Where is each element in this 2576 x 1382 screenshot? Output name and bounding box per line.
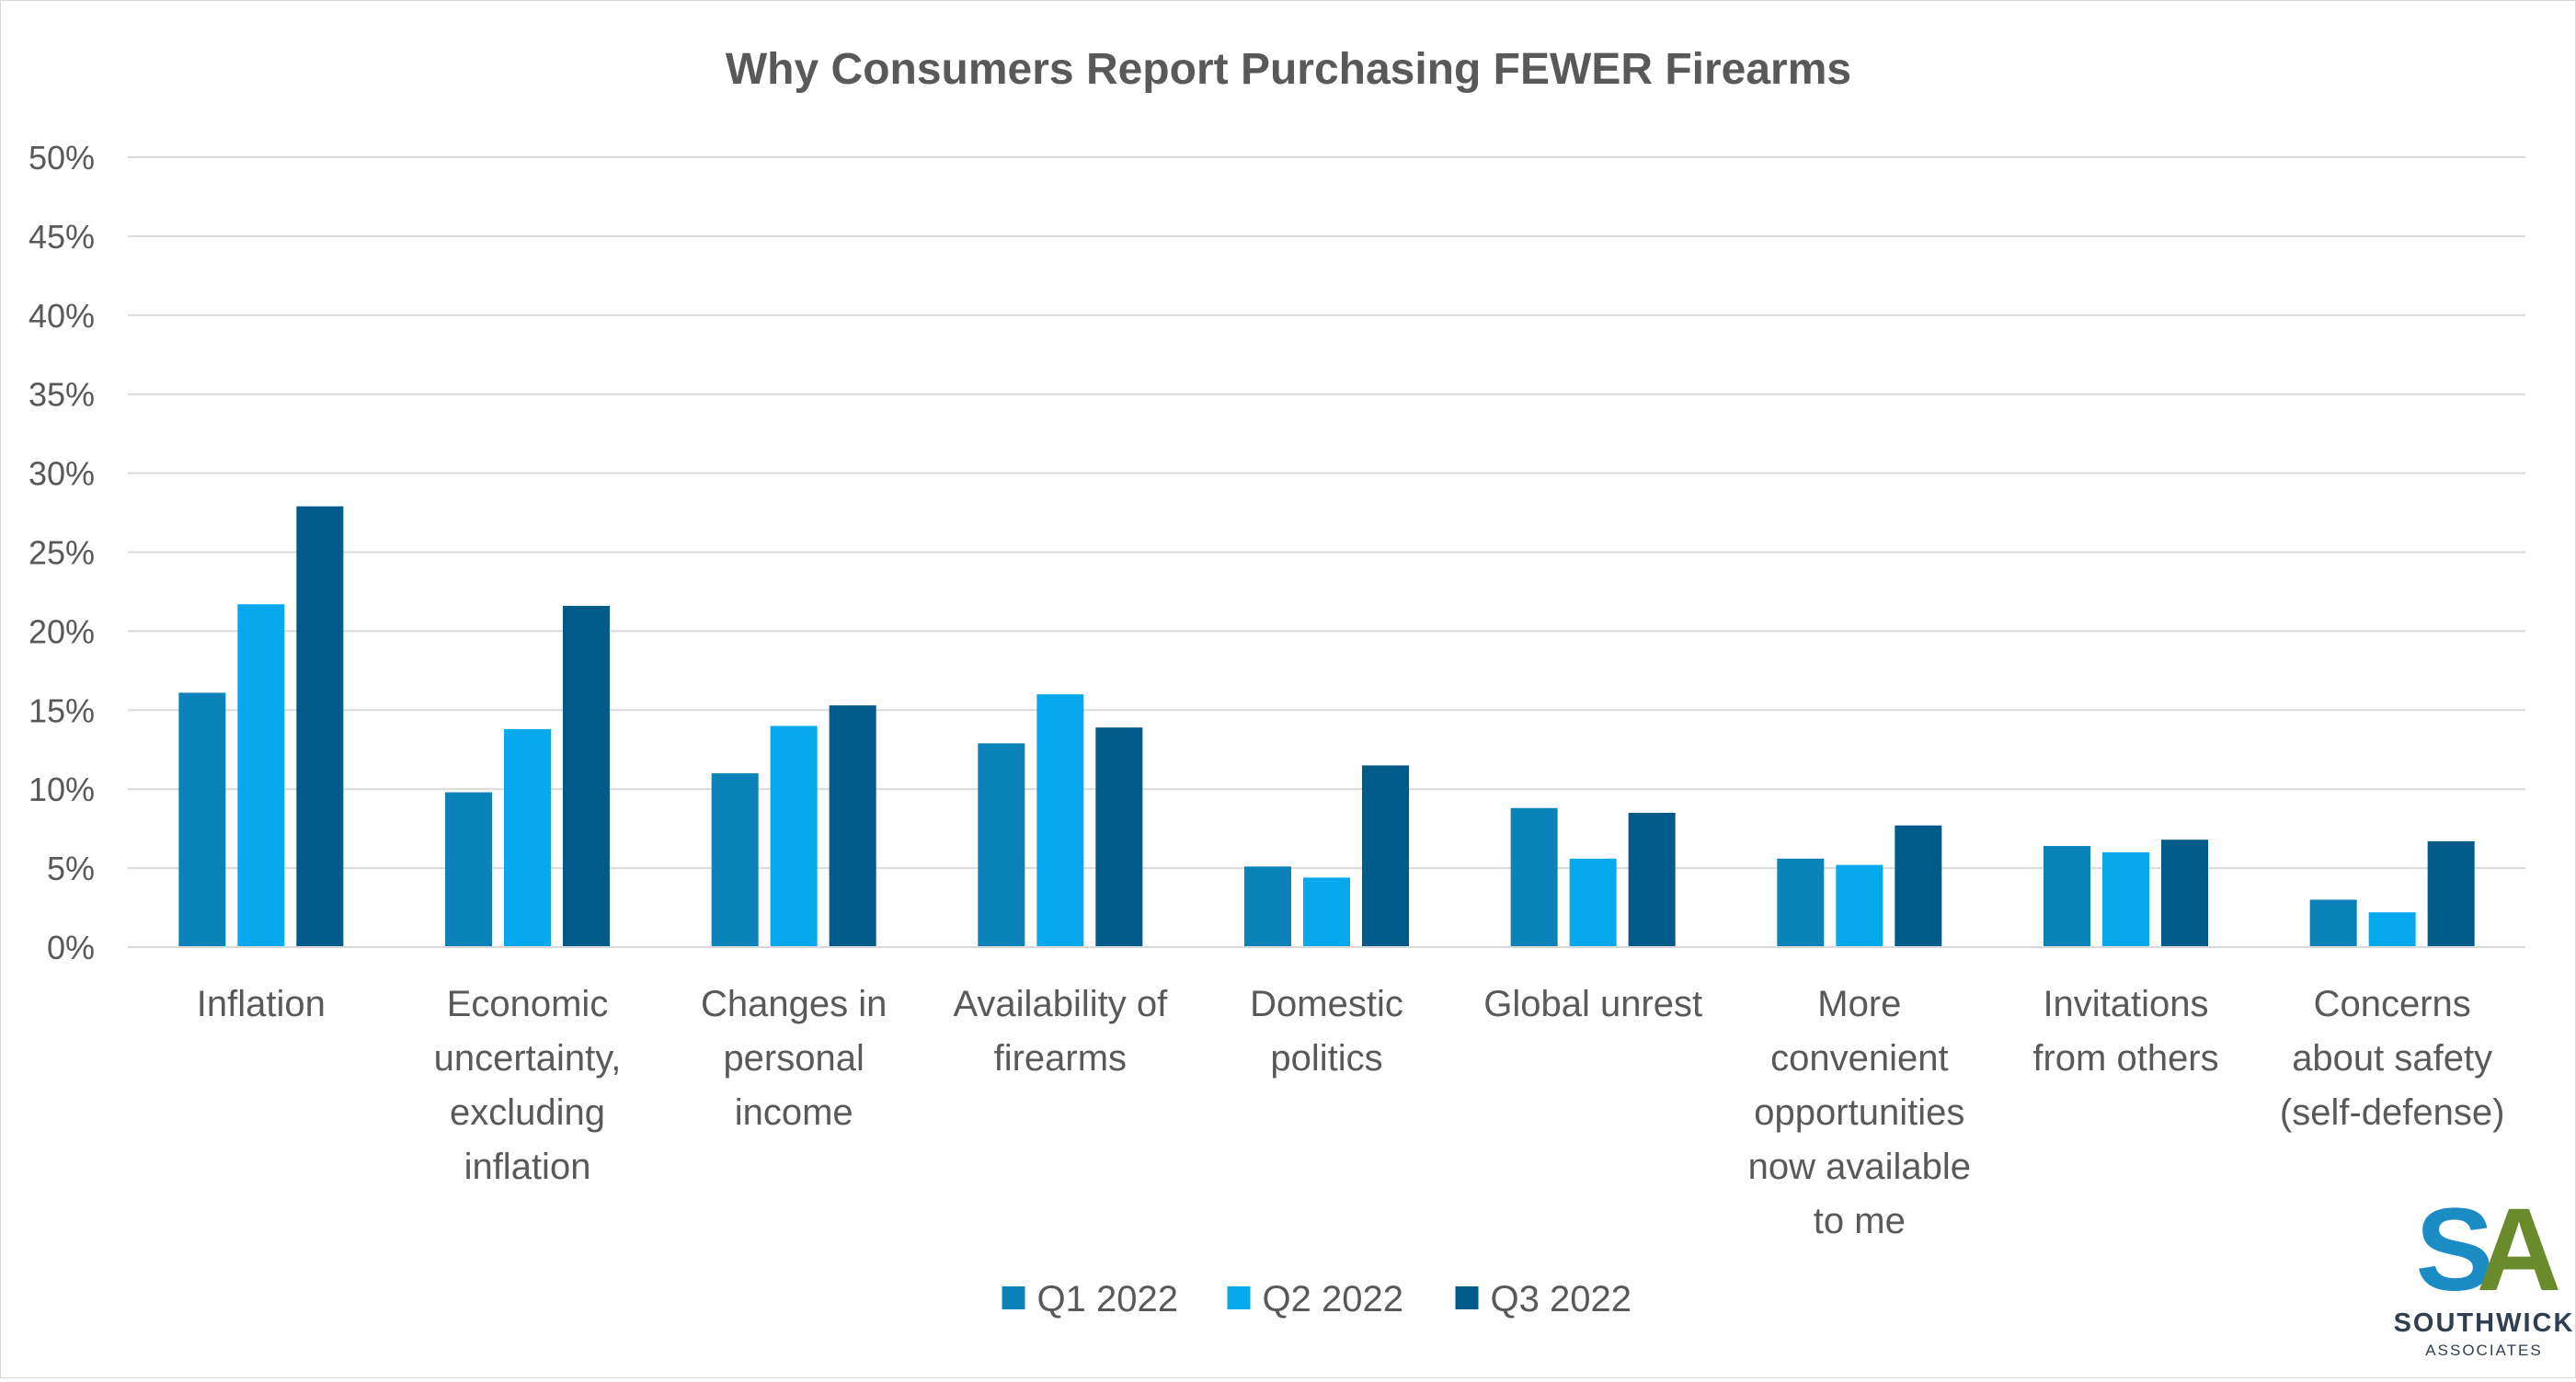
legend-label: Q1 2022: [1037, 1279, 1178, 1319]
bar: [2044, 846, 2090, 947]
bar: [829, 705, 876, 947]
bar: [2427, 840, 2475, 947]
bar: [1036, 694, 1084, 947]
x-tick-label: Invitations from others: [2032, 984, 2218, 1079]
logo-letter-s: S: [2415, 1184, 2493, 1316]
bar: [1628, 812, 1676, 947]
y-tick-label: 25%: [29, 534, 95, 572]
logo-name: SOUTHWICK: [2394, 1308, 2575, 1338]
legend-label: Q2 2022: [1263, 1279, 1403, 1319]
x-tick-label: Inflation: [197, 984, 326, 1024]
x-tick-label: Global unrest: [1483, 984, 1702, 1024]
x-tick-label: More convenient opportunities now available…: [1748, 984, 1971, 1241]
y-tick-label: 5%: [47, 850, 95, 887]
bars: [178, 506, 2475, 947]
bar: [1362, 765, 1409, 947]
bar: [978, 743, 1025, 947]
chart-title: Why Consumers Report Purchasing FEWER Fi…: [726, 45, 1851, 94]
legend-item: Q2 2022: [1227, 1279, 1403, 1319]
y-tick-label: 15%: [29, 691, 95, 729]
y-tick-label: 45%: [29, 218, 95, 256]
y-tick-label: 40%: [29, 297, 95, 335]
bar: [1510, 807, 1558, 947]
x-tick-label: Domestic politics: [1250, 984, 1403, 1079]
bar: [237, 604, 285, 947]
y-tick-label: 50%: [29, 139, 95, 177]
bar: [2102, 851, 2149, 947]
sa-logo-mark: SA: [2415, 1184, 2561, 1316]
bar: [445, 792, 492, 947]
x-axis: Inflation Economic uncertainty, excluding in…: [128, 946, 2525, 1241]
legend-item: Q3 2022: [1455, 1279, 1631, 1319]
x-tick-label: Changes in personal income: [701, 984, 887, 1133]
bar: [770, 725, 818, 947]
legend-swatch: [1227, 1286, 1251, 1309]
y-axis: 0% 5% 10% 15% 20% 25% 30% 35% 40% 45% 50%: [29, 139, 95, 966]
legend: Q1 2022 Q2 2022 Q3 2022: [1002, 1279, 1631, 1319]
bar: [711, 773, 759, 947]
bar: [1895, 825, 1942, 947]
legend-swatch: [1002, 1286, 1025, 1309]
y-tick-label: 0%: [47, 929, 95, 966]
bar: [2161, 839, 2208, 947]
bar: [563, 605, 610, 947]
y-tick-label: 10%: [29, 771, 95, 808]
bar: [504, 728, 551, 947]
bar: [2368, 912, 2416, 947]
legend-item: Q1 2022: [1002, 1279, 1178, 1319]
x-tick-label: Economic uncertainty, excluding inflation: [434, 984, 622, 1187]
bar: [1244, 866, 1291, 947]
x-tick-label: Availability of firearms: [953, 984, 1168, 1079]
bar: [178, 692, 226, 947]
legend-swatch: [1455, 1286, 1479, 1309]
y-tick-label: 35%: [29, 376, 95, 414]
bar: [1569, 858, 1617, 947]
bar: [1836, 864, 1883, 947]
southwick-logo: SA SOUTHWICK ASSOCIATES: [2394, 1184, 2575, 1359]
y-tick-label: 20%: [29, 612, 95, 650]
x-tick-label: Concerns about safety (self-defense): [2280, 984, 2505, 1133]
bar: [1777, 858, 1825, 947]
y-tick-label: 30%: [29, 455, 95, 493]
legend-label: Q3 2022: [1491, 1279, 1631, 1319]
bar: [2309, 899, 2357, 947]
bar: [1303, 877, 1350, 947]
logo-subtitle: ASSOCIATES: [2425, 1342, 2542, 1359]
logo-letter-a: A: [2477, 1184, 2561, 1316]
bar: [296, 506, 344, 947]
bar: [1095, 727, 1143, 947]
